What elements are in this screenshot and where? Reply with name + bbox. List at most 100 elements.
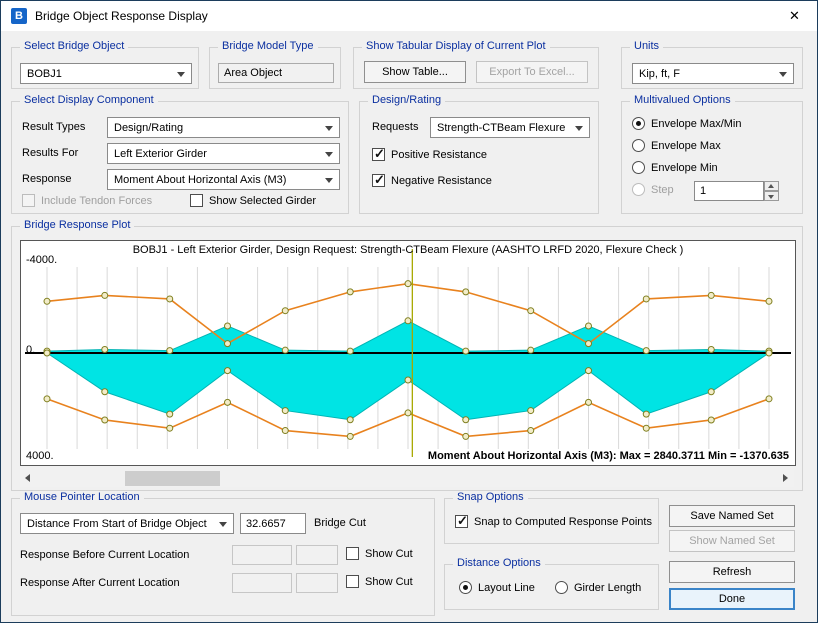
show-cut-after-label: Show Cut xyxy=(365,576,413,588)
bridge-model-type-value: Area Object xyxy=(224,67,282,79)
show-selected-girder-checkbox[interactable]: Show Selected Girder xyxy=(190,194,316,207)
mouse-location-mode-select[interactable]: Distance From Start of Bridge Object xyxy=(20,513,234,534)
show-table-button[interactable]: Show Table... xyxy=(364,61,466,83)
positive-resistance-label: Positive Resistance xyxy=(391,149,487,161)
group-distance-options: Distance Options Layout Line Girder Leng… xyxy=(444,564,659,610)
units-value: Kip, ft, F xyxy=(639,68,680,80)
group-title: Distance Options xyxy=(453,557,545,569)
layout-line-label: Layout Line xyxy=(478,582,535,594)
result-types-select[interactable]: Design/Rating xyxy=(107,117,340,138)
requests-label: Requests xyxy=(372,121,418,133)
checkbox-box xyxy=(372,174,385,187)
show-cut-after-checkbox[interactable]: Show Cut xyxy=(346,575,413,588)
negative-resistance-checkbox[interactable]: Negative Resistance xyxy=(372,174,492,187)
radio-dot xyxy=(632,139,645,152)
response-label: Response xyxy=(22,173,72,185)
envelope-maxmin-radio[interactable]: Envelope Max/Min xyxy=(632,117,742,130)
window-title: Bridge Object Response Display xyxy=(35,9,208,23)
group-mouse-pointer-location: Mouse Pointer Location Distance From Sta… xyxy=(11,498,435,616)
include-tendon-checkbox: Include Tendon Forces xyxy=(22,194,152,207)
group-units: Units Kip, ft, F xyxy=(621,47,803,89)
y-axis-zero-label: 0. xyxy=(26,344,35,356)
radio-dot xyxy=(555,581,568,594)
checkbox-box xyxy=(346,575,359,588)
requests-value: Strength-CTBeam Flexure xyxy=(437,122,565,134)
group-title: Mouse Pointer Location xyxy=(20,491,144,503)
bridge-cut-value: 32.6657 xyxy=(246,518,286,530)
chevron-down-icon xyxy=(325,178,333,183)
y-axis-top-label: -4000. xyxy=(26,254,57,266)
response-after-field-2 xyxy=(296,573,338,593)
step-down-icon[interactable] xyxy=(764,191,779,201)
close-icon[interactable]: ✕ xyxy=(772,1,817,31)
girder-length-label: Girder Length xyxy=(574,582,641,594)
plot-status-text: Moment About Horizontal Axis (M3): Max =… xyxy=(428,450,789,462)
refresh-button[interactable]: Refresh xyxy=(669,561,795,583)
bridge-response-dialog: B Bridge Object Response Display ✕ Selec… xyxy=(0,0,818,623)
scroll-left-icon[interactable] xyxy=(20,470,37,487)
results-for-label: Results For xyxy=(22,147,78,159)
snap-label: Snap to Computed Response Points xyxy=(474,516,652,528)
response-plot-canvas[interactable] xyxy=(21,241,795,465)
result-types-label: Result Types xyxy=(22,121,85,133)
bridge-cut-input[interactable]: 32.6657 xyxy=(240,513,306,534)
response-after-label: Response After Current Location xyxy=(20,577,180,589)
title-bar: B Bridge Object Response Display ✕ xyxy=(1,1,817,31)
checkbox-box xyxy=(22,194,35,207)
export-excel-button: Export To Excel... xyxy=(476,61,588,83)
negative-resistance-label: Negative Resistance xyxy=(391,175,492,187)
group-snap-options: Snap Options Snap to Computed Response P… xyxy=(444,498,659,544)
snap-checkbox[interactable]: Snap to Computed Response Points xyxy=(455,515,652,528)
y-axis-bottom-label: 4000. xyxy=(26,450,54,462)
step-label: Step xyxy=(651,184,674,196)
chevron-down-icon xyxy=(177,72,185,77)
group-bridge-response-plot: Bridge Response Plot BOBJ1 - Left Exteri… xyxy=(11,226,803,491)
step-input[interactable]: 1 xyxy=(694,181,764,201)
group-select-bridge-object: Select Bridge Object BOBJ1 xyxy=(11,47,199,89)
bridge-object-select[interactable]: BOBJ1 xyxy=(20,63,192,84)
response-plot-area[interactable]: BOBJ1 - Left Exterior Girder, Design Req… xyxy=(20,240,796,466)
show-cut-before-checkbox[interactable]: Show Cut xyxy=(346,547,413,560)
step-radio: Step xyxy=(632,183,674,196)
girder-length-radio[interactable]: Girder Length xyxy=(555,581,641,594)
chevron-down-icon xyxy=(219,522,227,527)
group-title: Show Tabular Display of Current Plot xyxy=(362,40,550,52)
chevron-down-icon xyxy=(325,126,333,131)
radio-dot xyxy=(459,581,472,594)
show-cut-before-label: Show Cut xyxy=(365,548,413,560)
results-for-select[interactable]: Left Exterior Girder xyxy=(107,143,340,164)
response-before-field-2 xyxy=(296,545,338,565)
step-up-icon[interactable] xyxy=(764,181,779,191)
checkbox-box xyxy=(455,515,468,528)
envelope-max-radio[interactable]: Envelope Max xyxy=(632,139,721,152)
units-select[interactable]: Kip, ft, F xyxy=(632,63,794,84)
response-after-field-1 xyxy=(232,573,292,593)
done-button[interactable]: Done xyxy=(669,588,795,610)
response-before-field-1 xyxy=(232,545,292,565)
group-title: Select Bridge Object xyxy=(20,40,128,52)
positive-resistance-checkbox[interactable]: Positive Resistance xyxy=(372,148,487,161)
envelope-min-radio[interactable]: Envelope Min xyxy=(632,161,718,174)
chevron-down-icon xyxy=(779,72,787,77)
app-icon: B xyxy=(11,8,27,24)
show-named-set-button: Show Named Set xyxy=(669,530,795,552)
requests-select[interactable]: Strength-CTBeam Flexure xyxy=(430,117,590,138)
group-title: Bridge Model Type xyxy=(218,40,318,52)
scrollbar-thumb[interactable] xyxy=(125,471,220,486)
response-value: Moment About Horizontal Axis (M3) xyxy=(114,174,286,186)
results-for-value: Left Exterior Girder xyxy=(114,148,207,160)
layout-line-radio[interactable]: Layout Line xyxy=(459,581,535,594)
group-title: Bridge Response Plot xyxy=(20,219,134,231)
plot-horizontal-scrollbar[interactable] xyxy=(20,470,794,487)
show-selected-girder-label: Show Selected Girder xyxy=(209,195,316,207)
response-select[interactable]: Moment About Horizontal Axis (M3) xyxy=(107,169,340,190)
envelope-max-label: Envelope Max xyxy=(651,140,721,152)
save-named-set-button[interactable]: Save Named Set xyxy=(669,505,795,527)
bridge-cut-label: Bridge Cut xyxy=(314,517,366,529)
group-title: Select Display Component xyxy=(20,94,158,106)
scroll-right-icon[interactable] xyxy=(777,470,794,487)
group-design-rating: Design/Rating Requests Strength-CTBeam F… xyxy=(359,101,599,214)
radio-dot xyxy=(632,117,645,130)
plot-title: BOBJ1 - Left Exterior Girder, Design Req… xyxy=(21,244,795,256)
radio-dot xyxy=(632,161,645,174)
